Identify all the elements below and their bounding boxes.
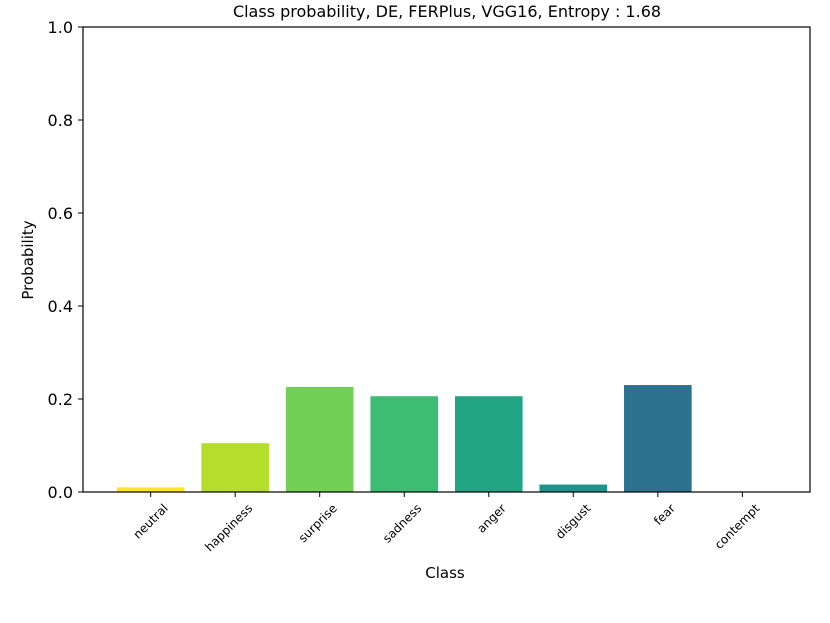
- bar-neutral: [116, 487, 185, 492]
- bar-fear: [624, 385, 692, 492]
- bar-anger: [454, 396, 523, 492]
- y-tick-label: 1.0: [48, 18, 73, 37]
- x-tick-label: neutral: [130, 501, 170, 541]
- bar-disgust: [539, 484, 608, 492]
- x-tick-label: surprise: [296, 501, 340, 545]
- x-tick-label: sadness: [380, 501, 424, 545]
- x-axis-label: Class: [425, 564, 465, 582]
- y-axis-ticks: 0.0 0.2 0.4 0.6 0.8 1.0: [48, 18, 83, 502]
- x-tick-label: disgust: [553, 501, 594, 542]
- y-tick-label: 0.4: [48, 297, 73, 316]
- y-tick-label: 0.0: [48, 483, 73, 502]
- y-tick-label: 0.8: [48, 111, 73, 130]
- x-axis-ticks: neutral happiness surprise sadness anger disg…: [130, 492, 763, 554]
- x-tick-label: happiness: [202, 501, 255, 554]
- bar-happiness: [201, 443, 269, 492]
- bar-sadness: [370, 396, 439, 492]
- y-tick-label: 0.2: [48, 390, 73, 409]
- x-tick-label: fear: [651, 501, 678, 528]
- y-axis-label: Probability: [19, 220, 37, 299]
- plot-area-frame: [82, 26, 811, 493]
- x-tick-label: anger: [474, 501, 509, 536]
- bar-surprise: [285, 386, 354, 492]
- chart-title: Class probability, DE, FERPlus, VGG16, E…: [233, 2, 661, 21]
- x-tick-label: contempt: [712, 501, 763, 552]
- y-tick-label: 0.6: [48, 204, 73, 223]
- bars-group: [116, 385, 692, 492]
